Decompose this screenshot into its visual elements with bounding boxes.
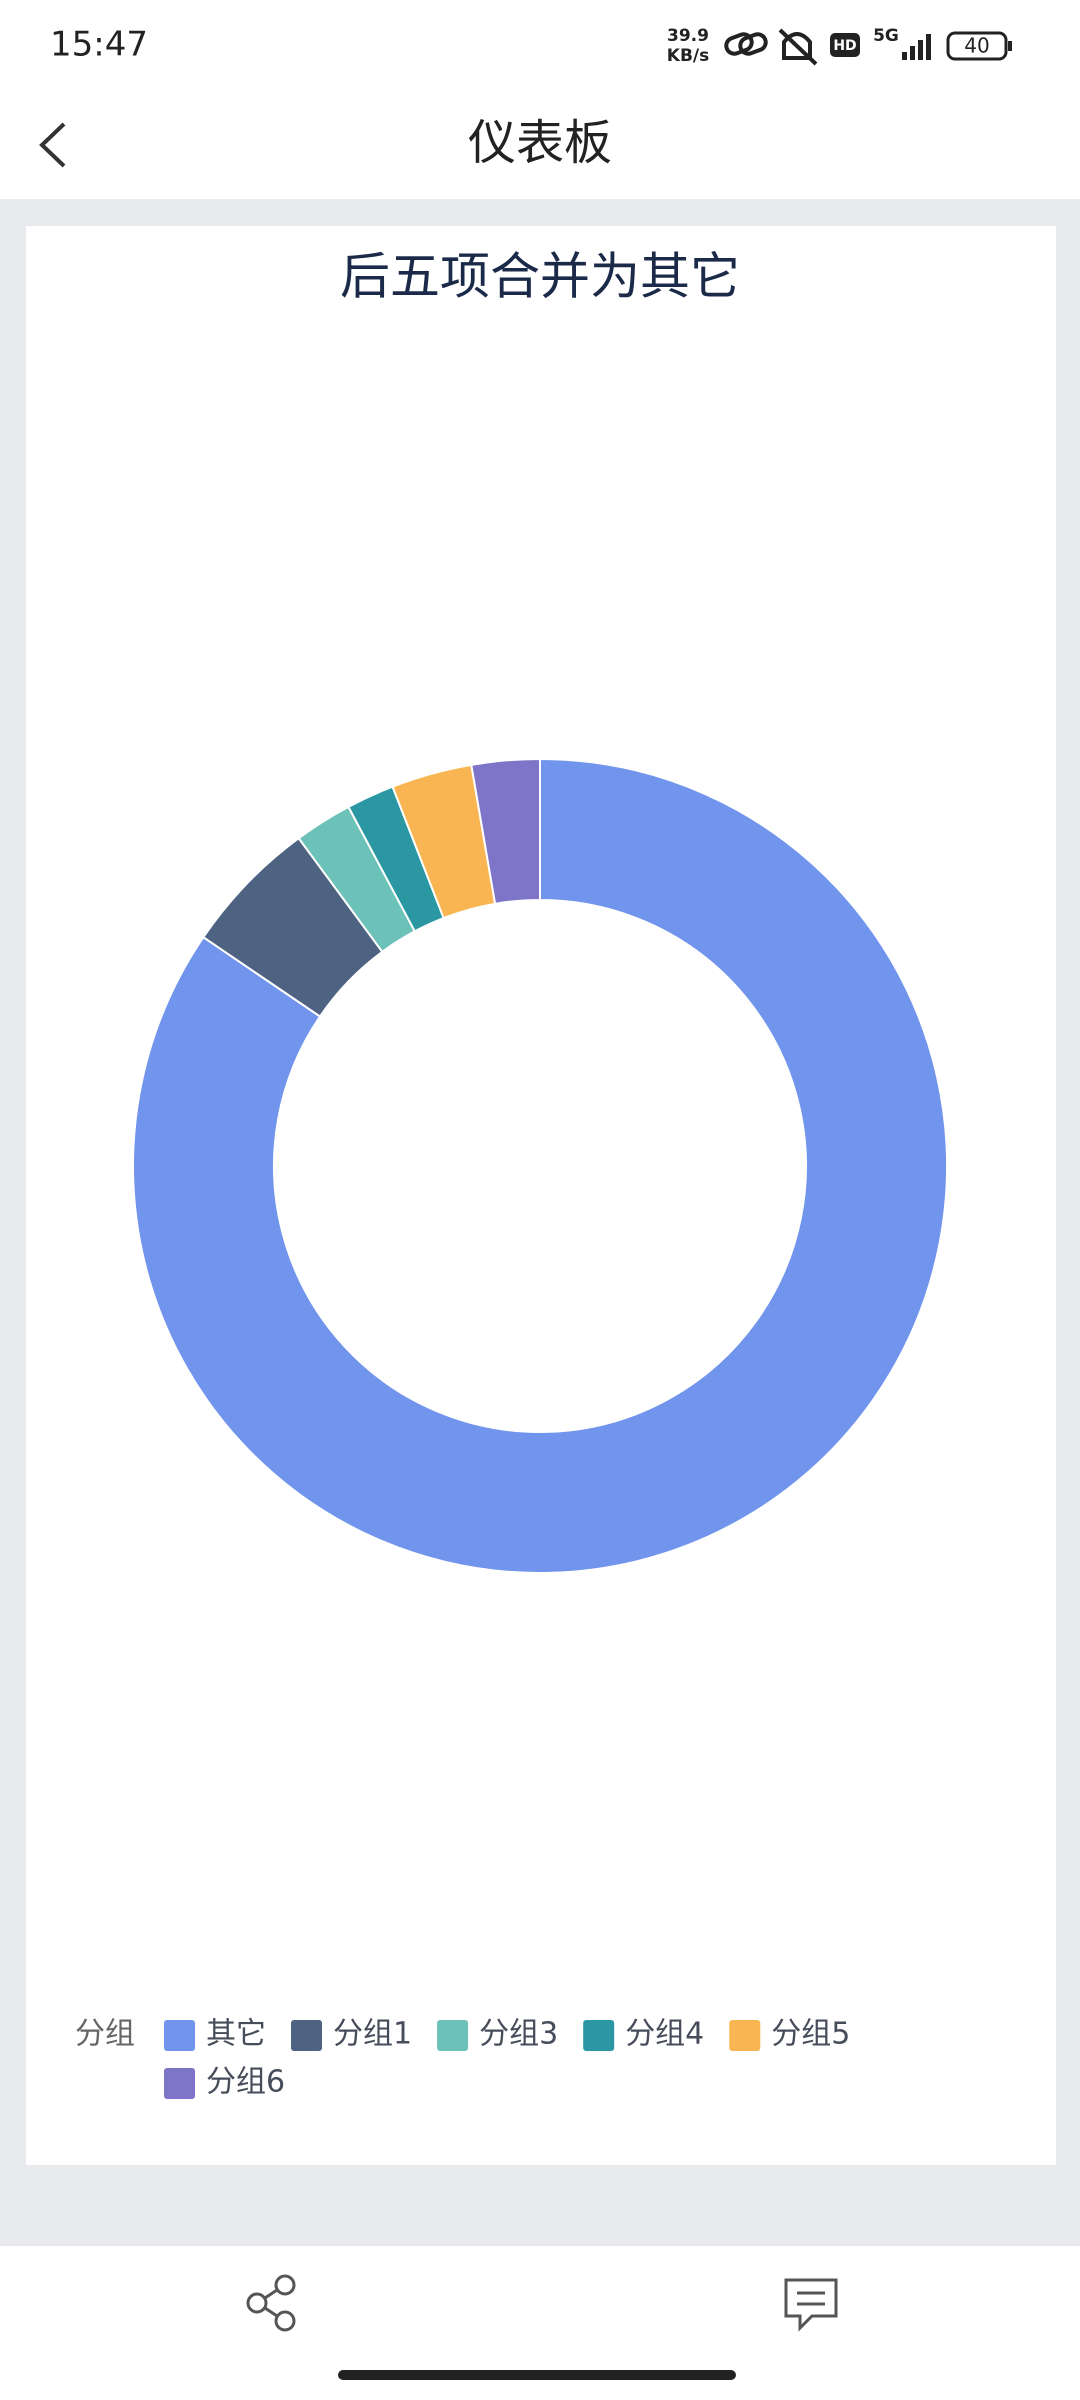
mute-icon [778,28,818,66]
share-button[interactable] [246,2274,296,2332]
legend-swatch [291,2020,322,2051]
battery-tip [1008,41,1012,51]
signal-icon [902,34,931,60]
status-speed-unit: KB/s [667,46,709,66]
status-hd: HD [833,38,856,54]
status-time: 15:47 [50,25,148,65]
top-bar [0,0,1080,199]
pie-slice [132,757,948,1574]
hd-badge [830,33,860,57]
pie-slice [470,757,541,905]
legend-label: 分组5 [771,2017,850,2052]
back-button[interactable] [39,122,66,168]
home-indicator [338,2370,736,2380]
legend-swatch [164,2020,195,2051]
status-battery: 40 [964,34,989,58]
legend-swatch [437,2020,469,2051]
link-icon [724,32,768,56]
legend-label: 其它 [206,2017,266,2052]
page-title: 仪表板 [468,115,612,171]
legend-label: 分组4 [625,2017,704,2052]
comment-button[interactable] [784,2278,838,2332]
legend-swatch [164,2068,195,2099]
status-speed: 39.9 [667,26,709,46]
legend-title: 分组 [75,2017,135,2052]
legend-label: 分组6 [206,2065,285,2100]
chart-title: 后五项合并为其它 [340,248,740,306]
legend-swatch [583,2020,615,2051]
legend-label: 分组3 [479,2017,558,2052]
status-network: 5G [873,26,899,46]
battery-icon [946,31,1008,61]
legend-label: 分组1 [333,2017,412,2052]
legend-swatch [729,2020,761,2051]
